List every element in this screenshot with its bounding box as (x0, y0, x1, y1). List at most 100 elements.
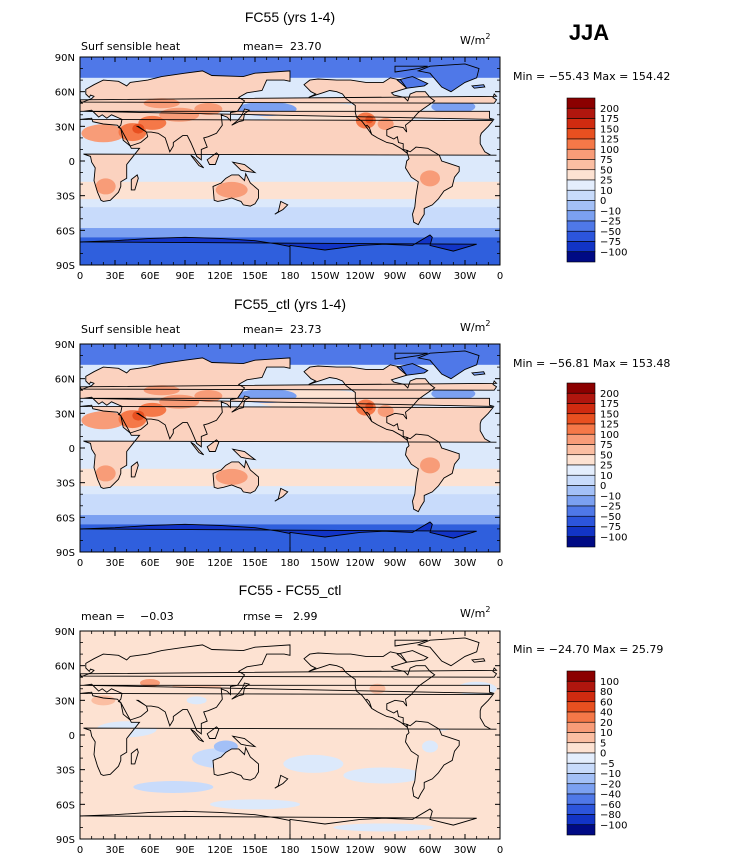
colorbar-swatch (566, 515, 596, 527)
units-label: W/m2 (460, 319, 490, 334)
land-borneo (207, 439, 219, 452)
colorbar-swatch (566, 251, 596, 263)
x-tick-label: 150W (311, 271, 340, 282)
land-nz (695, 488, 708, 501)
x-tick-label: 150E (242, 271, 267, 282)
colorbar-label: 10 (600, 728, 613, 739)
colorbar-swatch (566, 680, 596, 692)
land-eurasia (80, 644, 495, 734)
land-madagascar (551, 462, 558, 477)
land-greenland (0, 351, 59, 379)
coastline (611, 155, 624, 168)
panel-title: FC55 - FC55_ctl (239, 582, 342, 598)
coastline (0, 66, 8, 72)
y-tick-label: 60N (55, 88, 75, 99)
land-nz (274, 488, 288, 502)
coastline (212, 172, 259, 207)
colorbar-label: −50 (600, 512, 621, 523)
arctic-band (80, 344, 500, 365)
x-tick-label: 0 (77, 271, 83, 282)
land-namerica (724, 365, 733, 440)
colorbar-swatch (566, 732, 596, 744)
colorbar-swatch (566, 220, 596, 232)
hot-region (143, 385, 180, 396)
coastline (724, 652, 733, 727)
coastline (471, 84, 486, 89)
land-namerica (0, 365, 15, 440)
colorbar-label: −40 (600, 790, 621, 801)
colorbar-swatch (566, 762, 596, 774)
land-borneo (627, 727, 639, 739)
colorbar-label: 200 (600, 389, 619, 400)
coastline (80, 93, 498, 104)
y-tick-label: 30N (55, 409, 75, 420)
x-tick-label: 60W (419, 558, 442, 569)
coastline (652, 396, 670, 412)
coastline (611, 442, 624, 455)
land-borneo (207, 152, 219, 165)
units-text: W/m (460, 321, 485, 334)
land-samerica (0, 434, 39, 512)
coastline (0, 652, 15, 727)
land-eurasia (0, 358, 74, 447)
colorbar-label: 5 (600, 738, 606, 749)
hot-region (215, 181, 248, 198)
land-newguinea (232, 449, 255, 460)
colorbar-label: −100 (600, 532, 627, 543)
land-indonesia1 (611, 442, 624, 455)
hot-region (215, 468, 248, 485)
coastline (724, 365, 733, 440)
units-exponent: 2 (485, 32, 490, 41)
anomaly-land (140, 679, 160, 687)
colorbar-label: 50 (600, 165, 613, 176)
y-tick-label: 90S (56, 261, 75, 272)
coastline (695, 201, 708, 214)
panel-title: FC55 (yrs 1-4) (245, 9, 335, 25)
coastline (80, 117, 497, 202)
coastline (499, 99, 500, 101)
land-namerica (304, 651, 435, 727)
land-ellesmere (0, 66, 8, 72)
coastline (652, 109, 670, 125)
colorbar-label: 10 (600, 186, 613, 197)
colorbar-label: 40 (600, 708, 613, 719)
y-tick-label: 60N (55, 662, 75, 673)
hot-region (95, 178, 116, 195)
anomaly-patch (333, 823, 434, 832)
hot-region (420, 170, 440, 187)
coastline (633, 174, 679, 206)
coastline (416, 63, 480, 93)
coastline (627, 153, 639, 165)
land-eurasia (0, 71, 74, 160)
coastline (0, 351, 59, 379)
x-tick-label: 30E (105, 558, 124, 569)
land-madagascar (551, 175, 558, 190)
colorbar-swatch (566, 824, 596, 836)
coastline (633, 461, 679, 493)
coastline (695, 775, 708, 788)
coastline (611, 729, 624, 742)
land-japan (652, 683, 670, 699)
land-eurasia (80, 70, 495, 160)
units-exponent: 2 (485, 605, 490, 614)
colorbar-label: 25 (600, 176, 613, 187)
colorbar-swatch (566, 742, 596, 754)
cold-band (80, 228, 500, 238)
x-tick-label: 0 (497, 558, 503, 569)
land-samerica (405, 721, 460, 799)
minmax-label: Min = −55.43 Max = 154.42 (513, 70, 670, 83)
colorbar-label: −75 (600, 522, 621, 533)
colorbar-swatch (566, 392, 596, 404)
coastline (405, 720, 460, 800)
panel-title: FC55_ctl (yrs 1-4) (234, 296, 346, 312)
coastline (190, 154, 205, 169)
y-tick-label: 60S (56, 513, 75, 524)
land-australia (633, 461, 679, 493)
coastline (80, 404, 497, 489)
variable-label: Surf sensible heat (81, 40, 181, 53)
coastline (80, 234, 477, 265)
coastline (206, 152, 220, 165)
land-namerica (0, 652, 15, 727)
map-field (0, 631, 733, 839)
